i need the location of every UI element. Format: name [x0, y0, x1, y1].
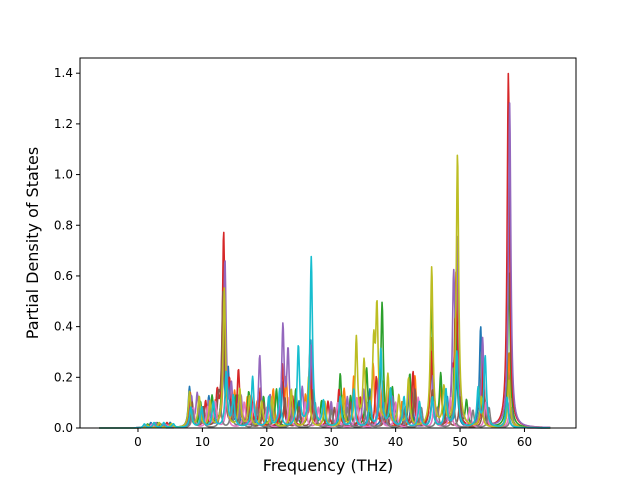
- y-tick-label: 0.2: [54, 370, 73, 384]
- x-axis-label: Frequency (THz): [263, 456, 393, 475]
- y-tick-label: 1.2: [54, 117, 73, 131]
- y-tick-label: 0.4: [54, 320, 73, 334]
- y-axis-ticks: 0.0 0.2 0.4 0.6 0.8 1.0 1.2 1.4: [54, 66, 80, 435]
- y-tick-label: 1.0: [54, 168, 73, 182]
- plot-area: [80, 58, 576, 428]
- y-tick-label: 0.8: [54, 218, 73, 232]
- x-tick-label: 50: [452, 435, 467, 449]
- x-tick-label: 30: [324, 435, 339, 449]
- x-axis-ticks: 0 10 20 30 40 50 60: [134, 428, 532, 449]
- series-line-10: [98, 255, 551, 429]
- x-tick-label: 0: [134, 435, 142, 449]
- x-tick-label: 20: [259, 435, 274, 449]
- y-tick-label: 0.6: [54, 269, 73, 283]
- y-axis-label: Partial Density of States: [23, 147, 42, 339]
- y-tick-label: 0.0: [54, 421, 73, 435]
- x-tick-label: 40: [388, 435, 403, 449]
- series-line-9: [98, 154, 551, 429]
- x-tick-label: 10: [195, 435, 210, 449]
- plot-frame: [79, 57, 577, 429]
- x-tick-label: 60: [517, 435, 532, 449]
- y-tick-label: 1.4: [54, 66, 73, 80]
